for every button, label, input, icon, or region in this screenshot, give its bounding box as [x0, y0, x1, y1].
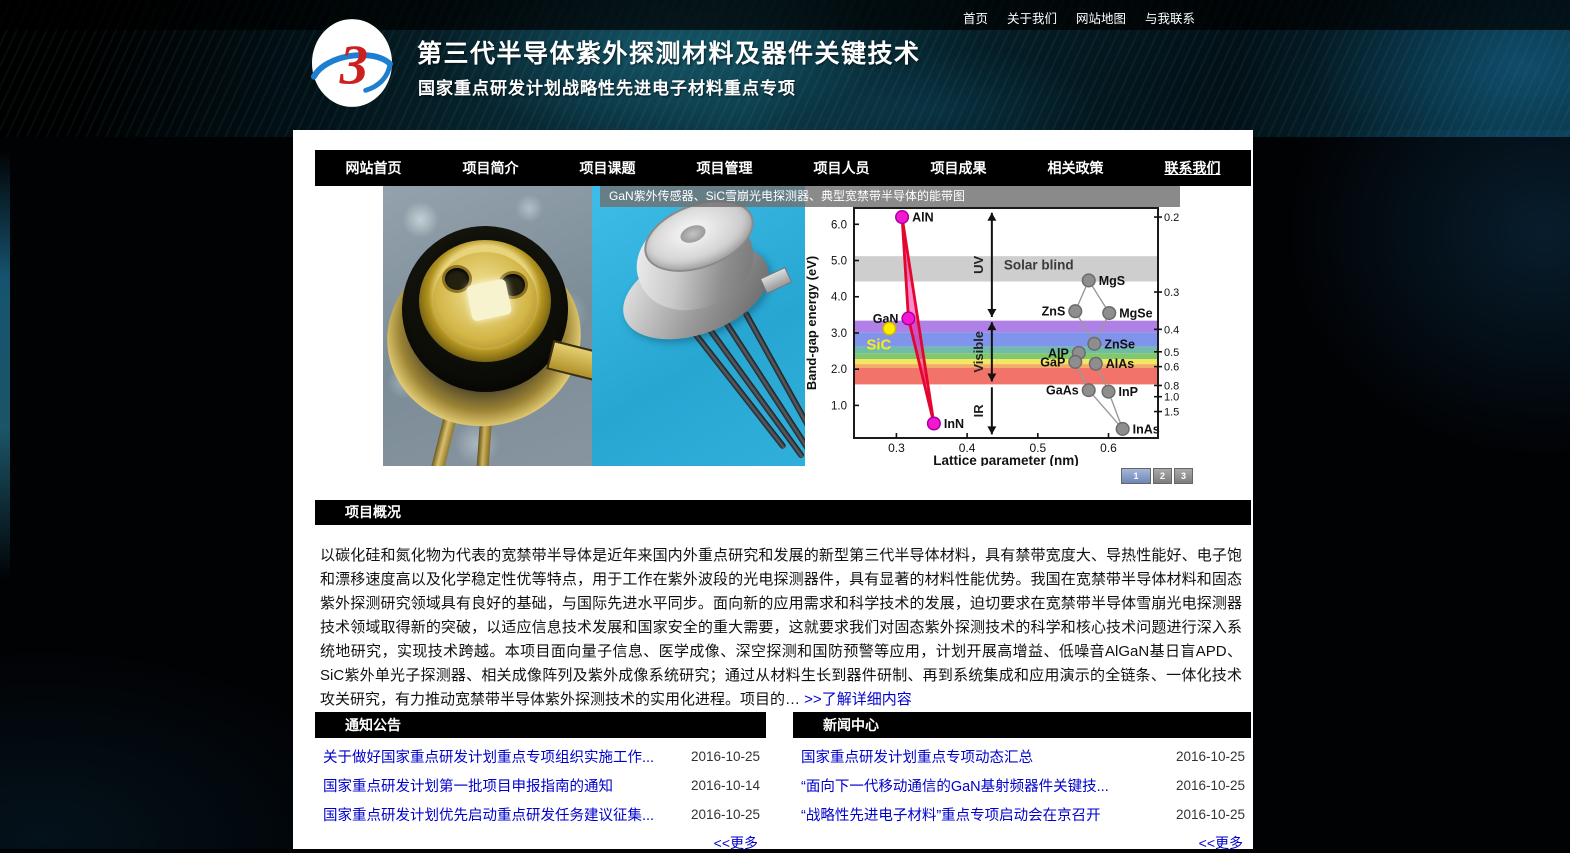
banner-pager: 1 2 3: [1121, 468, 1193, 484]
top-link-home[interactable]: 首页: [963, 12, 989, 26]
bandgap-chart: UV Visible IR Solar blind AlN GaN InN SiC MgS ZnS…: [804, 186, 1180, 468]
nav-item-contact[interactable]: 联系我们: [1164, 160, 1221, 176]
news-section: 新闻中心 国家重点研发计划重点专项动态汇总 2016-10-25 “面向下一代移…: [793, 712, 1251, 853]
top-link-sitemap[interactable]: 网站地图: [1076, 12, 1127, 26]
notice-link[interactable]: 国家重点研发计划优先启动重点研发任务建议征集...: [323, 808, 655, 824]
notice-row: 国家重点研发计划优先启动重点研发任务建议征集... 2016-10-25: [315, 800, 766, 829]
section-heading-notices: 通知公告: [315, 712, 766, 738]
svg-text:AlAs: AlAs: [1106, 357, 1135, 371]
news-date: 2016-10-25: [1175, 778, 1245, 793]
notice-date: 2016-10-25: [690, 807, 760, 822]
svg-text:UV: UV: [971, 256, 986, 274]
banner-slideshow[interactable]: UV Visible IR Solar blind AlN GaN InN SiC MgS ZnS…: [383, 186, 1180, 468]
notice-date: 2016-10-14: [690, 778, 760, 793]
svg-text:Solar blind: Solar blind: [1004, 258, 1074, 273]
banner-caption: GaN紫外传感器、SiC雪崩光电探测器、典型宽禁带半导体的能带图: [600, 186, 1180, 207]
svg-text:GaP: GaP: [1040, 355, 1065, 369]
notice-link[interactable]: 国家重点研发计划第一批项目申报指南的通知: [323, 779, 613, 795]
svg-text:IR: IR: [971, 404, 986, 418]
nav-item-intro[interactable]: 项目简介: [462, 160, 519, 176]
nav-item-policies[interactable]: 相关政策: [1047, 160, 1104, 176]
news-row: “战略性先进电子材料”重点专项启动会在京召开 2016-10-25: [793, 800, 1251, 829]
svg-text:0.5: 0.5: [1029, 441, 1046, 455]
banner-photo-sic-detector: [592, 186, 805, 466]
svg-text:0.4: 0.4: [1164, 324, 1179, 336]
svg-text:Visible: Visible: [971, 331, 986, 373]
notices-more-link[interactable]: <<更多: [713, 835, 758, 851]
svg-text:0.2: 0.2: [1164, 212, 1179, 224]
notice-date: 2016-10-25: [690, 749, 760, 764]
svg-text:0.6: 0.6: [1164, 362, 1179, 374]
news-row: “面向下一代移动通信的GaN基射频器件关键技... 2016-10-25: [793, 771, 1251, 800]
svg-text:InN: InN: [944, 417, 964, 431]
nav-item-people[interactable]: 项目人员: [813, 160, 870, 176]
news-more-link[interactable]: <<更多: [1198, 835, 1243, 851]
background-streak-left: [0, 150, 10, 580]
overview-more-link[interactable]: >>了解详细内容: [804, 691, 912, 708]
svg-text:Lattice parameter (nm): Lattice parameter (nm): [933, 453, 1079, 466]
svg-text:MgSe: MgSe: [1119, 307, 1152, 321]
pager-button-3[interactable]: 3: [1174, 468, 1193, 484]
svg-text:MgS: MgS: [1099, 274, 1125, 288]
site-title: 第三代半导体紫外探测材料及器件关键技术: [417, 40, 921, 68]
logo-swoosh-icon: [311, 52, 393, 80]
svg-text:AlP: AlP: [1048, 346, 1069, 360]
svg-text:0.8: 0.8: [1164, 380, 1179, 392]
site-logo: 3: [311, 19, 393, 107]
svg-text:1.0: 1.0: [1164, 392, 1179, 404]
top-link-contact[interactable]: 与我联系: [1145, 12, 1196, 26]
svg-text:0.3: 0.3: [888, 441, 905, 455]
background-glow-right: [1250, 130, 1570, 490]
svg-text:5.0: 5.0: [831, 256, 847, 268]
news-date: 2016-10-25: [1175, 807, 1245, 822]
main-nav: 网站首页 项目简介 项目课题 项目管理 项目人员 项目成果 相关政策 联系我们: [315, 150, 1251, 186]
top-utility-bar: 首页 关于我们 网站地图 与我联系: [0, 0, 1570, 30]
notice-link[interactable]: 关于做好国家重点研发计划重点专项组织实施工作...: [323, 750, 655, 766]
svg-text:InAs: InAs: [1133, 422, 1160, 436]
content-panel: 网站首页 项目简介 项目课题 项目管理 项目人员 项目成果 相关政策 联系我们: [293, 130, 1253, 851]
top-link-about[interactable]: 关于我们: [1007, 12, 1058, 26]
svg-text:GaAs: GaAs: [1046, 384, 1079, 398]
section-heading-overview: 项目概况: [315, 500, 1251, 525]
svg-text:ZnS: ZnS: [1042, 305, 1066, 319]
news-link[interactable]: “战略性先进电子材料”重点专项启动会在京召开: [801, 808, 1101, 824]
overview-paragraph: 以碳化硅和氮化物为代表的宽禁带半导体是近年来国内外重点研究和发展的新型第三代半导…: [320, 547, 1242, 708]
svg-text:0.3: 0.3: [1164, 287, 1179, 299]
site-subtitle: 国家重点研发计划战略性先进电子材料重点专项: [418, 79, 796, 98]
sensor-bond-pad: [445, 268, 469, 290]
svg-text:Band-gap energy (eV): Band-gap energy (eV): [805, 256, 819, 390]
nav-item-results[interactable]: 项目成果: [930, 160, 987, 176]
news-date: 2016-10-25: [1175, 749, 1245, 764]
svg-text:SiC: SiC: [866, 337, 891, 354]
notices-section: 通知公告 关于做好国家重点研发计划重点专项组织实施工作... 2016-10-2…: [315, 712, 766, 853]
svg-text:0.4: 0.4: [959, 441, 976, 455]
svg-text:ZnSe: ZnSe: [1104, 337, 1135, 351]
banner-photo-gan-sensor: [383, 186, 592, 466]
news-link[interactable]: “面向下一代移动通信的GaN基射频器件关键技...: [801, 779, 1109, 795]
nav-item-management[interactable]: 项目管理: [696, 160, 753, 176]
nav-item-home[interactable]: 网站首页: [345, 160, 402, 176]
svg-text:0.6: 0.6: [1100, 441, 1117, 455]
svg-text:4.0: 4.0: [831, 292, 847, 304]
news-link[interactable]: 国家重点研发计划重点专项动态汇总: [801, 750, 1033, 766]
notice-row: 国家重点研发计划第一批项目申报指南的通知 2016-10-14: [315, 771, 766, 800]
news-row: 国家重点研发计划重点专项动态汇总 2016-10-25: [793, 742, 1251, 771]
svg-text:6.0: 6.0: [831, 219, 847, 231]
svg-text:1.5: 1.5: [1164, 407, 1179, 419]
logo-numeral: 3: [339, 35, 368, 97]
notice-row: 关于做好国家重点研发计划重点专项组织实施工作... 2016-10-25: [315, 742, 766, 771]
svg-text:2.0: 2.0: [831, 364, 847, 376]
svg-text:InP: InP: [1119, 385, 1138, 399]
svg-text:1.0: 1.0: [831, 400, 847, 412]
svg-text:AlN: AlN: [912, 211, 934, 225]
top-links: 首页 关于我们 网站地图 与我联系: [963, 8, 1195, 27]
nav-item-topics[interactable]: 项目课题: [579, 160, 636, 176]
pager-button-2[interactable]: 2: [1153, 468, 1172, 484]
svg-text:3.0: 3.0: [831, 328, 847, 340]
section-heading-news: 新闻中心: [793, 712, 1251, 738]
svg-text:0.5: 0.5: [1164, 347, 1179, 359]
pager-button-1[interactable]: 1: [1121, 468, 1151, 484]
